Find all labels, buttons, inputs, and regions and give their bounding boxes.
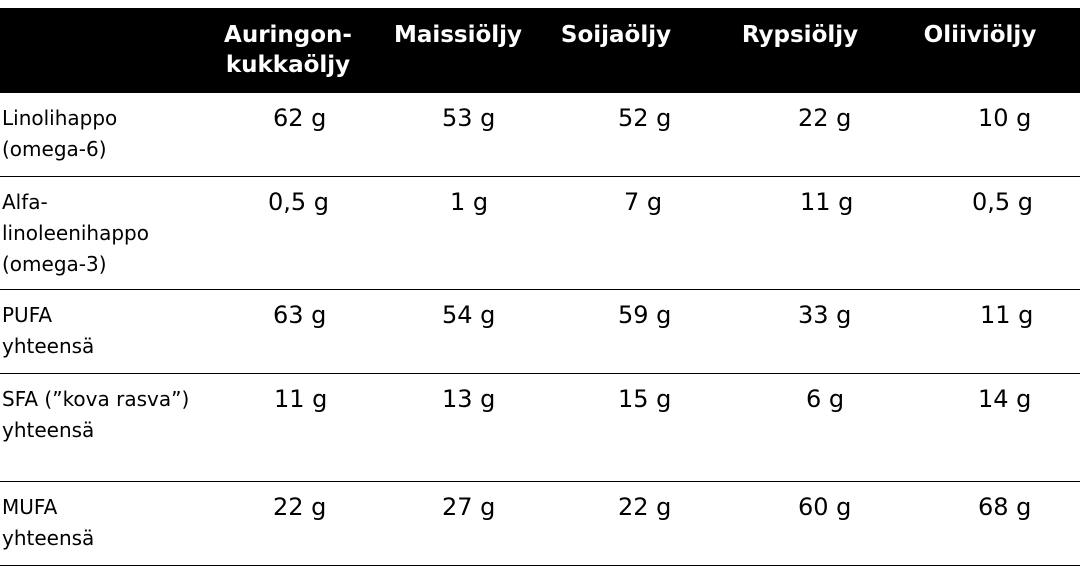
cell-corn: 1 g	[450, 188, 489, 216]
table-row-mufa: MUFA yhteensä 22 g 27 g 22 g 60 g 68 g	[0, 482, 1080, 566]
table-row-pufa: PUFA yhteensä 63 g 54 g 59 g 33 g 11 g	[0, 290, 1080, 374]
row-label: PUFA yhteensä	[2, 303, 95, 358]
header-soybean-oil: Soijaöljy	[560, 22, 672, 48]
table-row-linoleic: Linolihappo (omega-6) 62 g 53 g 52 g 22 …	[0, 93, 1080, 177]
cell-soybean: 52 g	[618, 104, 672, 132]
cell-corn: 54 g	[442, 301, 496, 329]
table-header: Auringon- kukkaöljy Maissiöljy Soijaöljy…	[0, 8, 1080, 93]
row-label: SFA (”kova rasva”) yhteensä	[2, 387, 190, 442]
cell-sunflower: 11 g	[274, 385, 328, 413]
cell-sunflower: 22 g	[273, 493, 327, 521]
table-row-alpha-linolenic: Alfa- linoleenihappo (omega-3) 0,5 g 1 g…	[0, 177, 1080, 290]
cell-sunflower: 63 g	[273, 301, 327, 329]
header-rapeseed-oil: Rypsiöljy	[741, 22, 859, 48]
cell-corn: 13 g	[442, 385, 496, 413]
table-row-sfa: SFA (”kova rasva”) yhteensä 11 g 13 g 15…	[0, 374, 1080, 482]
row-label: MUFA yhteensä	[2, 495, 95, 550]
cell-soybean: 15 g	[618, 385, 672, 413]
cell-olive: 10 g	[978, 104, 1032, 132]
cell-rapeseed: 22 g	[798, 104, 852, 132]
row-label: Alfa- linoleenihappo (omega-3)	[2, 190, 149, 276]
cell-sunflower: 0,5 g	[268, 188, 330, 216]
cell-soybean: 7 g	[624, 188, 663, 216]
cell-soybean: 59 g	[618, 301, 672, 329]
cell-rapeseed: 6 g	[806, 385, 845, 413]
cell-rapeseed: 33 g	[798, 301, 852, 329]
cell-olive: 68 g	[978, 493, 1032, 521]
cell-olive: 11 g	[980, 301, 1034, 329]
cell-soybean: 22 g	[618, 493, 672, 521]
cell-olive: 14 g	[978, 385, 1032, 413]
header-olive-oil: Oliiviöljy	[923, 22, 1037, 48]
cell-sunflower: 62 g	[273, 104, 327, 132]
cell-olive: 0,5 g	[972, 188, 1034, 216]
header-sunflower-oil: Auringon- kukkaöljy	[224, 22, 352, 78]
row-label: Linolihappo (omega-6)	[2, 106, 118, 161]
cell-rapeseed: 11 g	[800, 188, 854, 216]
cell-corn: 27 g	[442, 493, 496, 521]
cell-rapeseed: 60 g	[798, 493, 852, 521]
header-corn-oil: Maissiöljy	[393, 22, 523, 48]
fatty-acid-table: Auringon- kukkaöljy Maissiöljy Soijaöljy…	[0, 8, 1080, 566]
cell-corn: 53 g	[442, 104, 496, 132]
